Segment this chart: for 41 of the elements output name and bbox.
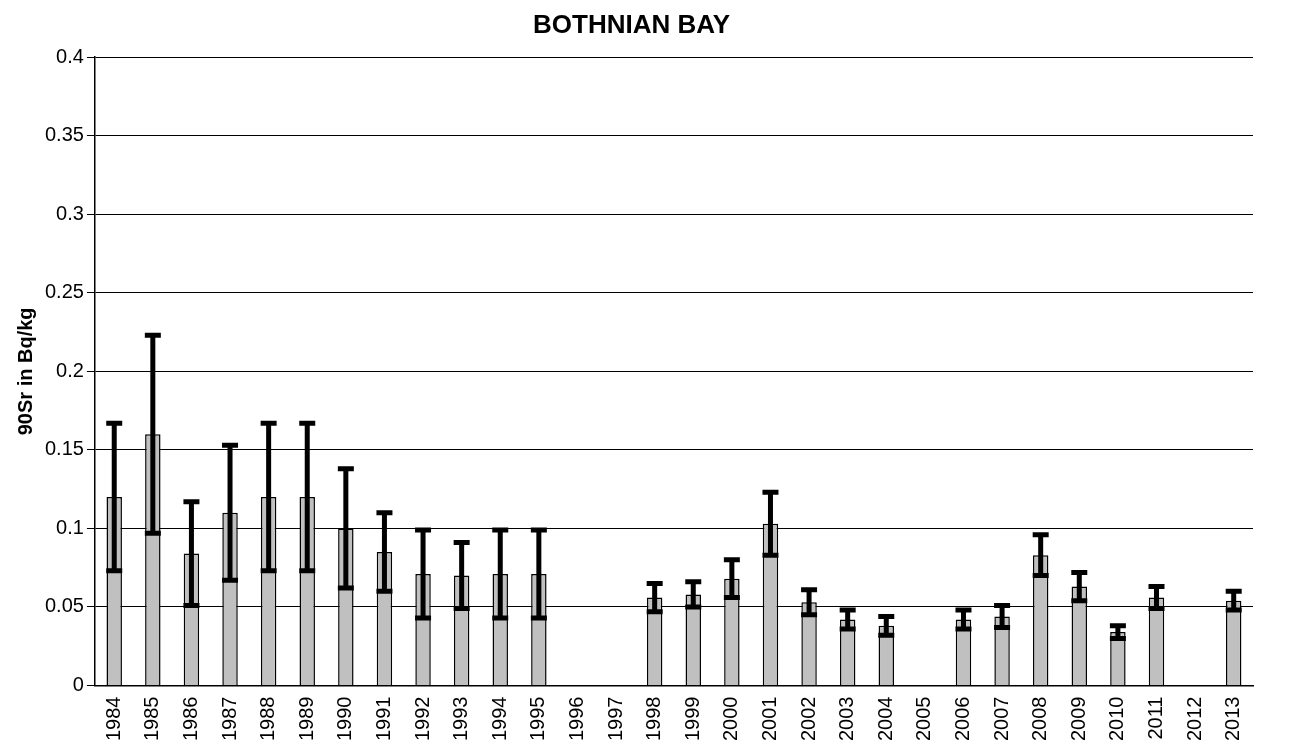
x-tick-label: 1992 [410, 696, 433, 742]
x-tick-label: 2010 [1105, 696, 1128, 742]
x-tick-label: 1990 [333, 696, 356, 742]
x-tick-label: 1993 [449, 696, 472, 742]
x-tick-label: 1995 [526, 696, 549, 742]
y-tick-label: 0.25 [44, 280, 84, 303]
y-tick-label: 0.2 [56, 358, 84, 381]
y-tick-label: 0.1 [56, 515, 84, 538]
x-tick-label: 2002 [796, 696, 819, 742]
x-tick-label: 1999 [680, 696, 703, 742]
y-tick-label: 0.4 [56, 44, 84, 67]
y-tick-label: 0 [72, 673, 84, 696]
x-tick-label: 1991 [371, 696, 394, 742]
chart-title: BOTHNIAN BAY [533, 8, 730, 39]
x-tick-label: 2005 [912, 696, 935, 742]
x-tick-label: 2004 [873, 696, 896, 742]
y-tick-label: 0.3 [56, 201, 84, 224]
x-tick-label: 1985 [140, 696, 163, 742]
x-tick-label: 2001 [757, 696, 780, 742]
x-tick-label: 2003 [835, 696, 858, 742]
y-axis-title: 90Sr in Bq/kg [13, 307, 36, 436]
x-tick-label: 1994 [487, 696, 510, 742]
x-tick-label: 2006 [951, 696, 973, 742]
x-tick-label: 2013 [1221, 696, 1244, 742]
x-tick-label: 2009 [1066, 696, 1089, 742]
x-tick-label: 1987 [217, 696, 240, 742]
x-tick-label: 2012 [1182, 696, 1205, 742]
x-tick-label: 2000 [719, 696, 742, 742]
x-tick-label: 1998 [642, 696, 665, 742]
x-tick-label: 1988 [256, 696, 279, 742]
x-tick-label: 1989 [294, 696, 317, 742]
y-tick-label: 0.05 [44, 594, 84, 617]
x-tick-label: 1997 [603, 696, 626, 742]
x-tick-label: 1986 [178, 696, 201, 742]
x-tick-label: 1996 [564, 696, 587, 742]
x-tick-label: 1984 [101, 696, 124, 742]
y-tick-label: 0.35 [44, 123, 84, 146]
y-tick-label: 0.15 [44, 437, 84, 460]
x-tick-label: 2008 [1028, 696, 1051, 742]
x-tick-label: 2011 [1144, 696, 1167, 740]
x-tick-label: 2007 [989, 696, 1012, 742]
